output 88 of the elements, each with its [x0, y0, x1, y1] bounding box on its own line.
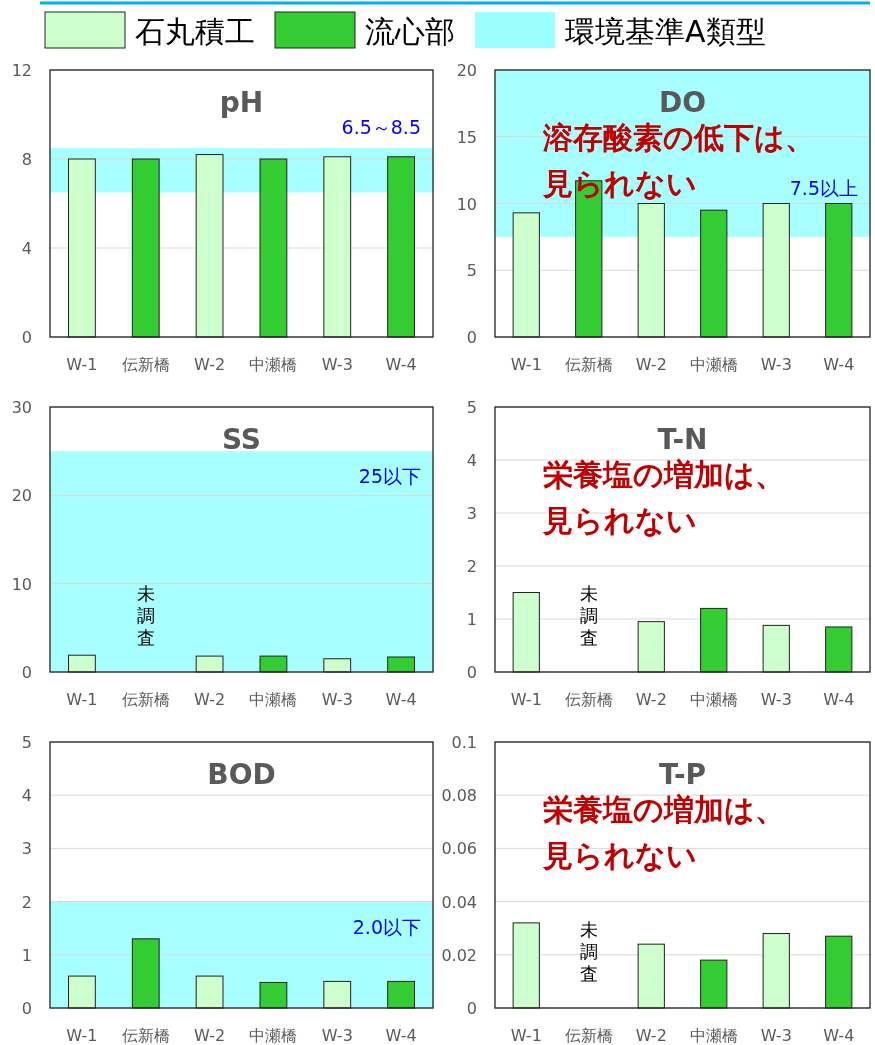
text: 未調査	[136, 583, 155, 648]
y-tick-label: 3	[466, 504, 477, 523]
x-tick-label: W-4	[385, 1026, 417, 1045]
text: T-N	[657, 423, 708, 456]
x-tick-label: 伝新橋	[564, 1026, 613, 1045]
legend-label: 流心部	[365, 14, 455, 49]
x-tick-label: W-1	[66, 1026, 98, 1045]
y-tick-label: 0	[466, 999, 477, 1018]
annotation: 栄養塩の増加は、	[543, 457, 785, 492]
text: pH	[219, 86, 264, 119]
annotation: 見られない	[542, 503, 697, 538]
x-tick-label: 中瀬橋	[249, 355, 298, 374]
band-label: 25以下	[358, 465, 421, 488]
text: DO	[658, 86, 707, 119]
x-tick-label: W-1	[510, 355, 542, 374]
x-tick-label: 中瀬橋	[249, 1026, 298, 1045]
x-tick-label: W-2	[635, 690, 667, 709]
y-tick-label: 20	[11, 486, 32, 506]
y-tick-label: 0	[21, 663, 32, 682]
x-tick-label: W-2	[194, 690, 226, 709]
annotation: 栄養塩の増加は、	[543, 792, 785, 827]
x-tick-label: W-4	[385, 690, 417, 709]
y-tick-label: 15	[456, 127, 477, 147]
y-tick-label: 1	[21, 945, 32, 965]
y-tick-label: 2	[21, 892, 32, 912]
band-label: 2.0以下	[352, 915, 421, 938]
x-tick-label: 中瀬橋	[249, 690, 298, 709]
y-tick-label: 0.1	[451, 733, 477, 752]
x-tick-label: W-2	[635, 355, 667, 374]
x-tick-label: W-3	[321, 355, 353, 374]
y-tick-label: 1	[466, 610, 477, 629]
band-label: 6.5～8.5	[341, 115, 421, 138]
x-tick-label: W-2	[635, 1026, 667, 1045]
y-tick-label: 3	[21, 839, 32, 859]
text: BOD	[207, 758, 276, 791]
y-tick-label: 5	[21, 733, 32, 752]
y-tick-label: 10	[11, 574, 32, 594]
y-tick-label: 4	[21, 239, 32, 258]
x-tick-label: 伝新橋	[564, 690, 613, 709]
x-tick-label: W-4	[823, 690, 855, 709]
x-tick-label: 伝新橋	[121, 355, 170, 374]
y-tick-label: 0	[21, 999, 32, 1018]
y-tick-label: 2	[466, 557, 477, 576]
y-tick-label: 0	[21, 328, 32, 347]
x-tick-label: W-4	[385, 355, 417, 374]
x-tick-label: W-3	[760, 690, 792, 709]
x-tick-label: W-3	[321, 1026, 353, 1045]
text: 環境基準A類型	[565, 14, 766, 49]
y-tick-label: 20	[456, 61, 477, 80]
x-tick-label: W-1	[510, 690, 542, 709]
x-tick-label: W-4	[823, 355, 855, 374]
x-tick-label: 伝新橋	[121, 690, 170, 709]
y-tick-label: 5	[466, 261, 477, 281]
y-tick-label: 0	[466, 663, 477, 682]
y-tick-label: 12	[11, 61, 32, 80]
x-tick-label: 伝新橋	[564, 355, 613, 374]
annotation: 溶存酸素の低下は、	[542, 120, 815, 155]
x-tick-label: 中瀬橋	[689, 690, 738, 709]
text: 未調査	[579, 583, 598, 648]
x-tick-label: W-1	[510, 1026, 542, 1045]
y-tick-label: 0.06	[441, 839, 477, 859]
annotation: 見られない	[542, 838, 697, 873]
x-tick-label: W-1	[66, 690, 98, 709]
y-tick-label: 30	[11, 398, 32, 417]
text: SS	[221, 423, 262, 456]
y-tick-label: 0.02	[441, 945, 477, 965]
y-tick-label: 0.08	[441, 786, 477, 806]
y-tick-label: 4	[21, 786, 32, 806]
x-tick-label: W-2	[194, 1026, 226, 1045]
y-tick-label: 8	[21, 150, 32, 169]
y-tick-label: 0	[466, 328, 477, 347]
text: T-P	[658, 758, 707, 791]
y-tick-label: 0.04	[441, 892, 477, 912]
text: 未調査	[579, 919, 598, 984]
x-tick-label: 中瀬橋	[689, 355, 738, 374]
x-tick-label: W-2	[194, 355, 226, 374]
x-tick-label: W-4	[823, 1026, 855, 1045]
x-tick-label: W-3	[760, 355, 792, 374]
band-label: 7.5以上	[789, 177, 858, 200]
x-tick-label: W-3	[760, 1026, 792, 1045]
y-tick-label: 10	[456, 194, 477, 214]
x-tick-label: 伝新橋	[121, 1026, 170, 1045]
x-tick-label: 中瀬橋	[689, 1026, 738, 1045]
x-tick-label: W-3	[321, 690, 353, 709]
legend-label: 石丸積工	[135, 14, 255, 49]
y-tick-label: 4	[466, 451, 477, 470]
y-tick-label: 5	[466, 398, 477, 417]
x-tick-label: W-1	[66, 355, 98, 374]
